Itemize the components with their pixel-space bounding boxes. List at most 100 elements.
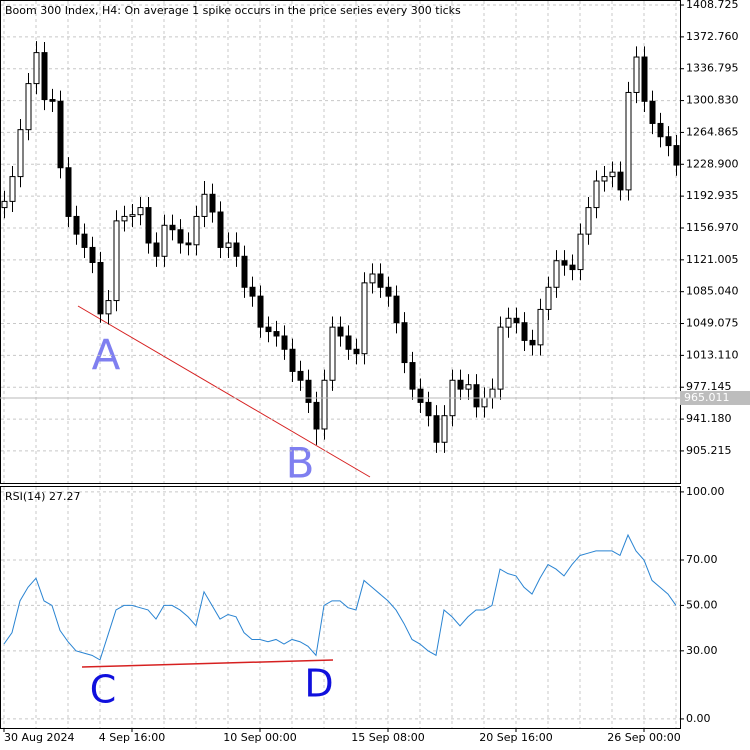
candle-body xyxy=(129,214,136,217)
candle-body xyxy=(217,211,224,248)
candle-body xyxy=(257,295,264,328)
y-tick-label: 30.00 xyxy=(686,644,718,657)
candle-body xyxy=(233,242,240,257)
candle-body xyxy=(81,233,88,248)
y-tick-label: 0.00 xyxy=(686,712,711,725)
candle-body xyxy=(409,362,416,390)
candle-body xyxy=(33,52,40,85)
candle-body xyxy=(57,100,64,169)
y-tick-label: 70.00 xyxy=(686,553,718,566)
candle-body xyxy=(377,273,384,288)
y-tick-label: 977.145 xyxy=(686,380,732,393)
candle-body xyxy=(297,370,304,381)
rsi-trend-line xyxy=(81,659,334,668)
x-tick-label: 20 Sep 16:00 xyxy=(479,731,552,744)
candle-body xyxy=(657,122,664,138)
candle-body xyxy=(281,335,288,350)
y-tick-label: 941.180 xyxy=(686,412,732,425)
candle-body xyxy=(153,242,160,257)
candle-body xyxy=(457,379,464,390)
candle-body xyxy=(25,83,32,131)
candle-body xyxy=(169,224,176,231)
candle-body xyxy=(17,129,24,178)
candle-body xyxy=(65,167,72,217)
y-tick-label: 1408.725 xyxy=(686,0,739,11)
candle-body xyxy=(417,388,424,403)
candle-body xyxy=(529,339,536,346)
candle-body xyxy=(105,300,112,315)
candle-body xyxy=(89,246,96,263)
candle-body xyxy=(1,200,8,209)
candle-body xyxy=(593,180,600,209)
candle-body xyxy=(569,264,576,271)
candle-body xyxy=(625,91,632,191)
annotation: B xyxy=(286,439,315,488)
candle-body xyxy=(537,308,544,346)
candle-body xyxy=(617,171,624,191)
candle-body xyxy=(609,171,616,178)
candle-body xyxy=(425,401,432,417)
candle-body xyxy=(361,282,368,355)
trend-line xyxy=(77,305,371,478)
candle-body xyxy=(329,326,336,381)
y-tick-label: 1336.795 xyxy=(686,62,739,75)
candle-body xyxy=(545,286,552,310)
candle-body xyxy=(241,255,248,288)
y-tick-label: 1228.900 xyxy=(686,157,739,170)
candle-body xyxy=(345,335,352,350)
y-tick-label: 1049.075 xyxy=(686,317,739,330)
candle-body xyxy=(521,322,528,341)
candle-body xyxy=(633,56,640,93)
y-tick-label: 1121.005 xyxy=(686,253,739,266)
candle-body xyxy=(137,207,144,216)
x-tick-label: 10 Sep 00:00 xyxy=(223,731,296,744)
candle-body xyxy=(289,348,296,372)
price-label: 965.011 xyxy=(684,391,730,404)
candle-body xyxy=(193,215,200,246)
y-tick-label: 1300.830 xyxy=(686,94,739,107)
candle-body xyxy=(313,401,320,430)
candle-body xyxy=(489,388,496,399)
candle-body xyxy=(473,384,480,408)
candle-body xyxy=(561,260,568,266)
x-tick-label: 30 Aug 2024 xyxy=(4,731,74,744)
y-tick-label: 1085.040 xyxy=(686,285,739,298)
annotation: D xyxy=(304,662,333,706)
candle-body xyxy=(209,193,216,213)
candle-body xyxy=(201,193,208,217)
candle-body xyxy=(577,233,584,271)
candle-body xyxy=(337,326,344,337)
candle-body xyxy=(513,317,520,324)
candle-body xyxy=(249,286,256,297)
y-tick-label: 1192.935 xyxy=(686,189,739,202)
price-label-bg xyxy=(680,390,750,405)
x-tick-label: 26 Sep 00:00 xyxy=(607,731,680,744)
chart-title: Boom 300 Index, H4: On average 1 spike o… xyxy=(5,4,461,17)
candle-body xyxy=(665,136,672,147)
candle-body xyxy=(353,348,360,355)
candle-body xyxy=(401,322,408,364)
main-frame xyxy=(0,0,681,484)
y-tick-label: 1013.110 xyxy=(686,348,739,361)
rsi-line xyxy=(3,533,677,661)
candle-body xyxy=(441,415,448,443)
rsi-title: RSI(14) 27.27 xyxy=(5,490,80,503)
candle-body xyxy=(585,207,592,235)
candle-body xyxy=(385,286,392,297)
y-tick-label: 1264.865 xyxy=(686,125,739,138)
candle-body xyxy=(41,52,48,101)
candle-body xyxy=(49,99,56,102)
candle-body xyxy=(97,261,104,315)
candle-body xyxy=(369,273,376,284)
candle-body xyxy=(497,326,504,390)
candle-body xyxy=(673,145,680,166)
candle-body xyxy=(553,260,560,288)
candle-body xyxy=(273,331,280,337)
candle-body xyxy=(9,176,16,202)
candle-body xyxy=(73,215,80,235)
candle-body xyxy=(649,100,656,124)
candle-body xyxy=(433,415,440,443)
candle-body xyxy=(641,56,648,102)
